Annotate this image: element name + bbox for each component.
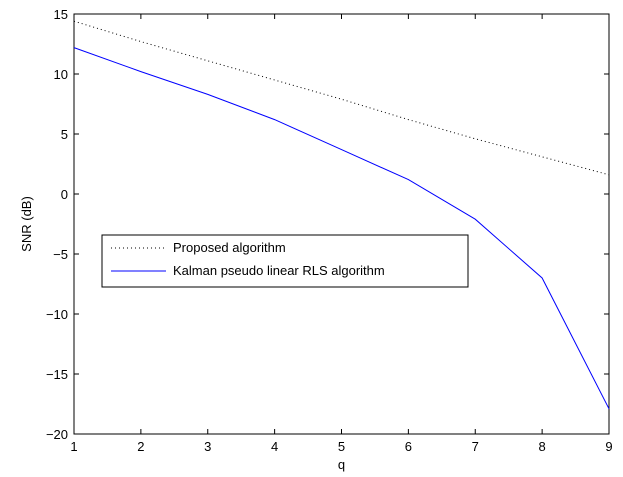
y-tick-label: −20 (46, 427, 68, 442)
plot-frame (73, 13, 610, 435)
x-tick-label: 5 (338, 439, 345, 454)
x-tick-label: 9 (605, 439, 612, 454)
x-tick-label: 7 (472, 439, 479, 454)
y-tick-label: 15 (54, 7, 68, 22)
y-tick-label: 10 (54, 67, 68, 82)
legend-label-kalman: Kalman pseudo linear RLS algorithm (173, 263, 385, 278)
y-tick-label: 5 (61, 127, 68, 142)
y-axis-label: SNR (dB) (19, 196, 34, 252)
legend: Proposed algorithm Kalman pseudo linear … (101, 234, 469, 288)
series-layer (73, 20, 610, 410)
legend-label-proposed: Proposed algorithm (173, 240, 286, 255)
axis-ticks: 1 2 3 4 5 6 7 8 9 −20 −15 −10 −5 0 5 10 15 (46, 7, 613, 454)
y-tick-label: −5 (53, 247, 68, 262)
x-tick-label: 1 (70, 439, 77, 454)
x-tick-label: 3 (204, 439, 211, 454)
y-tick-label: 0 (61, 187, 68, 202)
x-tick-label: 6 (405, 439, 412, 454)
x-axis-label: q (338, 457, 345, 472)
series-line-proposed (73, 20, 610, 176)
y-tick-label: −10 (46, 307, 68, 322)
x-tick-label: 4 (271, 439, 278, 454)
x-tick-label: 8 (539, 439, 546, 454)
x-tick-label: 2 (137, 439, 144, 454)
y-tick-label: −15 (46, 367, 68, 382)
legend-box (101, 234, 469, 288)
